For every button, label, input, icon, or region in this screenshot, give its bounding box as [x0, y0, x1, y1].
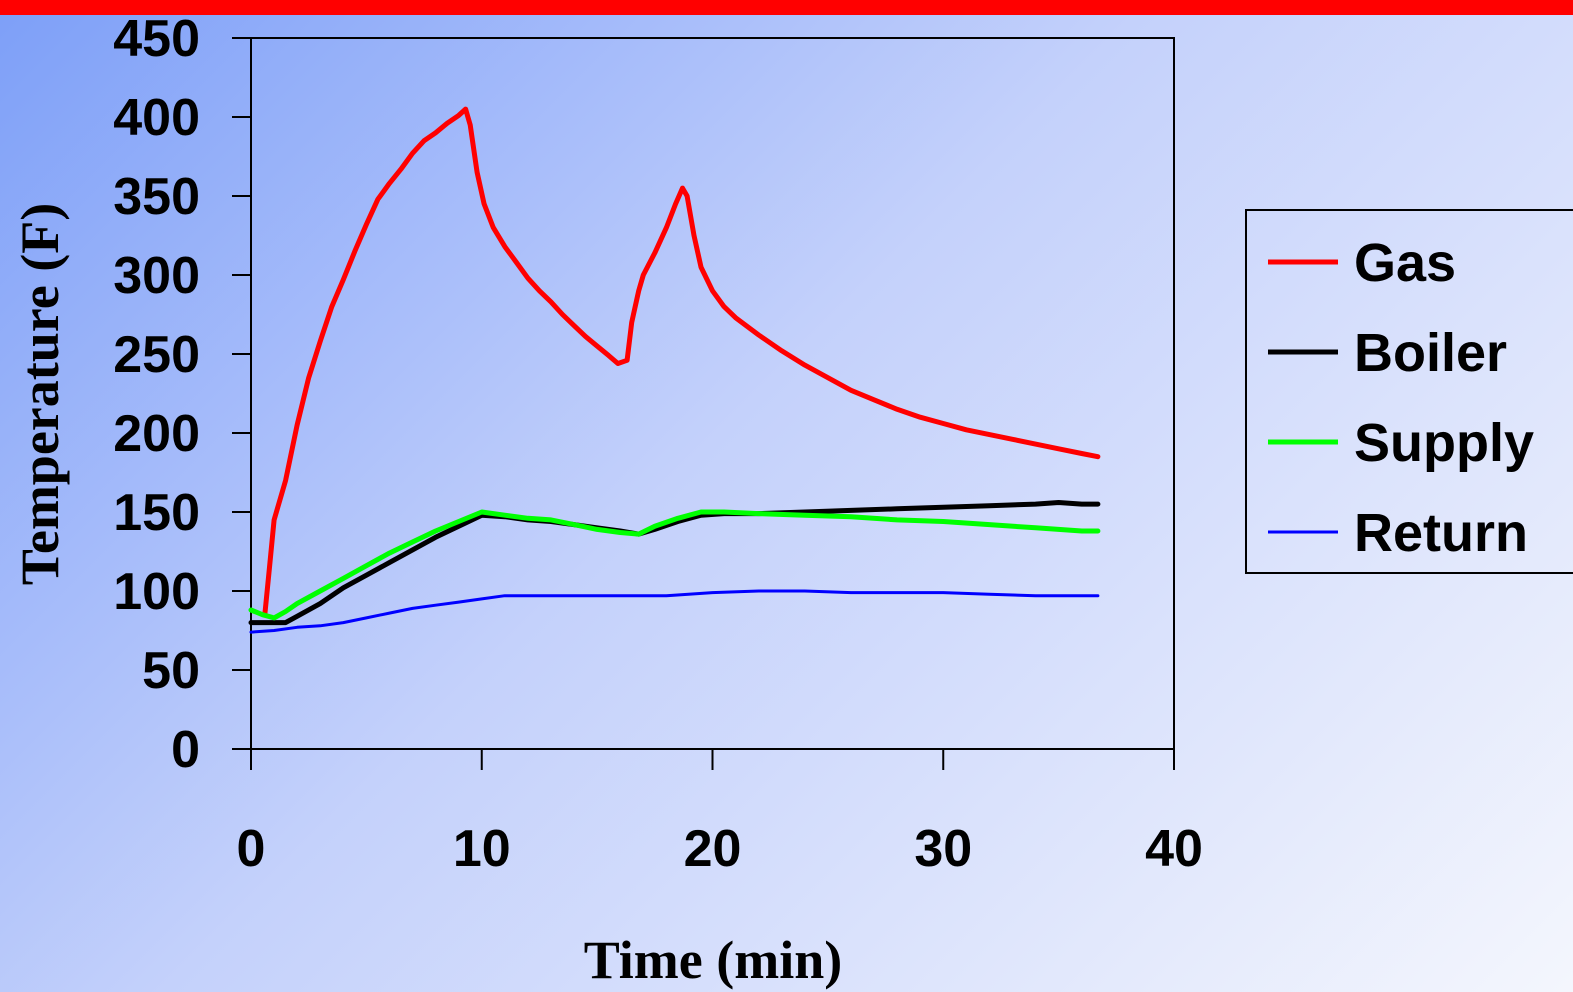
series-lines — [248, 106, 1101, 634]
y-tick-label: 350 — [113, 168, 200, 226]
y-tick-label: 300 — [113, 247, 200, 305]
x-tick-label: 30 — [914, 820, 972, 878]
y-tick-label: 450 — [113, 10, 200, 68]
legend-label-gas: Gas — [1354, 233, 1456, 293]
y-tick-label: 100 — [113, 563, 200, 621]
top-red-bar — [0, 0, 1573, 15]
legend-label-supply: Supply — [1354, 413, 1534, 473]
y-tick-label: 400 — [113, 89, 200, 147]
x-tick-label: 40 — [1145, 820, 1203, 878]
series-line-return — [249, 589, 1100, 634]
axes: 0 50 100 150 200 250 300 350 400 450 0 10 20 30 40 — [113, 10, 1203, 878]
legend-label-boiler: Boiler — [1354, 323, 1507, 383]
x-tick-label: 0 — [237, 820, 266, 878]
y-tick-label: 50 — [142, 642, 200, 700]
x-axis-title: Time (min) — [584, 930, 842, 990]
y-axis-title: Temperature (F) — [10, 203, 70, 585]
y-tick-label: 0 — [171, 721, 200, 779]
series-line-supply — [248, 509, 1101, 621]
x-tick-label: 20 — [684, 820, 742, 878]
legend: Gas Boiler Supply Return — [1245, 209, 1573, 574]
legend-box — [1245, 209, 1573, 574]
legend-label-return: Return — [1354, 503, 1528, 563]
y-tick-label: 250 — [113, 326, 200, 384]
series-line-gas — [262, 106, 1101, 618]
y-tick-label: 150 — [113, 484, 200, 542]
plot-area-frame — [250, 37, 1175, 750]
y-tick-label: 200 — [113, 405, 200, 463]
x-tick-label: 10 — [453, 820, 511, 878]
